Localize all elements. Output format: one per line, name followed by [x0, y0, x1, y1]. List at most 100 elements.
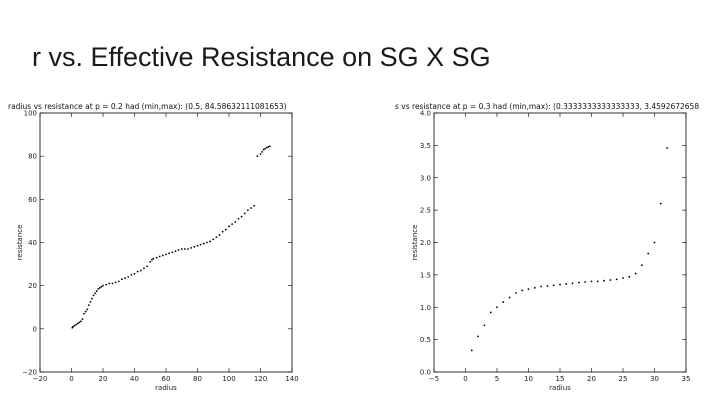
x-tick-label: 20: [99, 375, 108, 383]
data-point: [596, 280, 599, 283]
chart-title: radius vs resistance at p = 0.2 had (min…: [8, 102, 287, 111]
x-tick-label: 35: [682, 375, 691, 383]
data-point: [234, 221, 237, 223]
data-point: [584, 281, 587, 283]
y-tick-label: 2.0: [420, 239, 431, 247]
data-point: [73, 324, 76, 327]
x-tick-label: 40: [130, 375, 139, 383]
data-point: [78, 321, 81, 324]
data-point: [150, 258, 153, 261]
data-point: [552, 284, 555, 287]
data-point: [81, 318, 84, 321]
data-point: [149, 261, 152, 263]
data-point: [114, 281, 117, 284]
x-tick-label: 80: [193, 375, 202, 383]
chart-title: s vs resistance at p = 0.3 had (min,max)…: [395, 102, 699, 111]
y-axis-label: resistance: [16, 225, 24, 261]
x-axis-label: radius: [155, 384, 177, 392]
data-point: [187, 248, 189, 250]
data-point: [237, 217, 240, 220]
data-point: [546, 284, 549, 287]
data-point: [80, 320, 82, 323]
y-tick-label: 3.0: [420, 174, 431, 182]
data-point: [133, 272, 136, 275]
data-point: [168, 252, 171, 255]
data-point: [659, 202, 662, 205]
data-point: [261, 150, 263, 153]
data-point: [95, 290, 98, 292]
data-point: [253, 204, 256, 207]
x-tick-label: 30: [650, 375, 659, 383]
x-axis-label: radius: [549, 384, 571, 392]
data-point: [653, 241, 656, 244]
x-tick-label: 100: [222, 375, 235, 383]
chart-left: radius vs resistance at p = 0.2 had (min…: [8, 102, 299, 392]
y-tick-label: 4.0: [420, 110, 431, 118]
y-tick-label: 60: [28, 196, 37, 204]
data-point: [243, 212, 246, 215]
data-point: [256, 155, 259, 158]
data-point: [634, 272, 637, 275]
data-point: [267, 145, 270, 148]
data-point: [196, 244, 199, 247]
data-point: [102, 284, 104, 287]
data-point: [180, 248, 183, 250]
data-point: [100, 285, 103, 288]
data-point: [240, 215, 243, 218]
data-point: [87, 304, 90, 306]
data-point: [209, 240, 212, 243]
data-point: [224, 228, 227, 231]
chart-right: s vs resistance at p = 0.3 had (min,max)…: [395, 102, 699, 392]
data-point: [161, 254, 164, 257]
y-tick-label: 40: [28, 239, 37, 247]
y-tick-label: 0.0: [420, 369, 431, 377]
x-tick-label: 0: [463, 375, 467, 383]
data-point: [76, 322, 79, 325]
x-tick-label: 60: [162, 375, 171, 383]
data-point: [231, 223, 234, 226]
data-point: [199, 243, 202, 246]
data-point: [250, 207, 252, 209]
data-point: [515, 292, 517, 294]
y-axis-label: resistance: [411, 225, 419, 261]
data-point: [171, 251, 174, 254]
data-point: [615, 278, 618, 281]
y-tick-label: 20: [28, 282, 37, 290]
data-point: [117, 280, 120, 283]
y-tick-label: 100: [24, 110, 37, 118]
x-tick-label: −20: [33, 375, 48, 383]
data-point: [174, 250, 177, 253]
data-point: [165, 253, 167, 256]
data-point: [571, 282, 574, 285]
data-point: [206, 241, 208, 244]
data-point: [470, 349, 473, 352]
data-point: [489, 311, 492, 314]
data-point: [483, 324, 486, 327]
data-point: [152, 257, 155, 260]
data-point: [590, 280, 593, 283]
plot-frame: [39, 112, 293, 373]
x-tick-label: 10: [524, 375, 533, 383]
data-point: [91, 297, 93, 300]
data-point: [98, 286, 101, 289]
data-point: [221, 230, 224, 233]
x-tick-label: 25: [619, 375, 628, 383]
data-point: [136, 270, 139, 273]
data-point: [127, 276, 130, 278]
slide-title: r vs. Effective Resistance on SG X SG: [32, 42, 491, 72]
data-point: [264, 147, 267, 150]
data-point: [130, 273, 133, 276]
data-point: [508, 296, 511, 299]
data-point: [247, 209, 249, 212]
data-point: [533, 286, 536, 289]
data-point: [105, 283, 108, 286]
data-point: [259, 153, 262, 155]
data-point: [184, 248, 186, 250]
data-point: [527, 288, 530, 291]
x-tick-label: 0: [69, 375, 73, 383]
y-tick-label: 0.5: [420, 336, 431, 344]
data-point: [565, 283, 568, 285]
data-point: [666, 147, 668, 149]
data-point: [97, 288, 100, 290]
data-point: [72, 325, 74, 328]
